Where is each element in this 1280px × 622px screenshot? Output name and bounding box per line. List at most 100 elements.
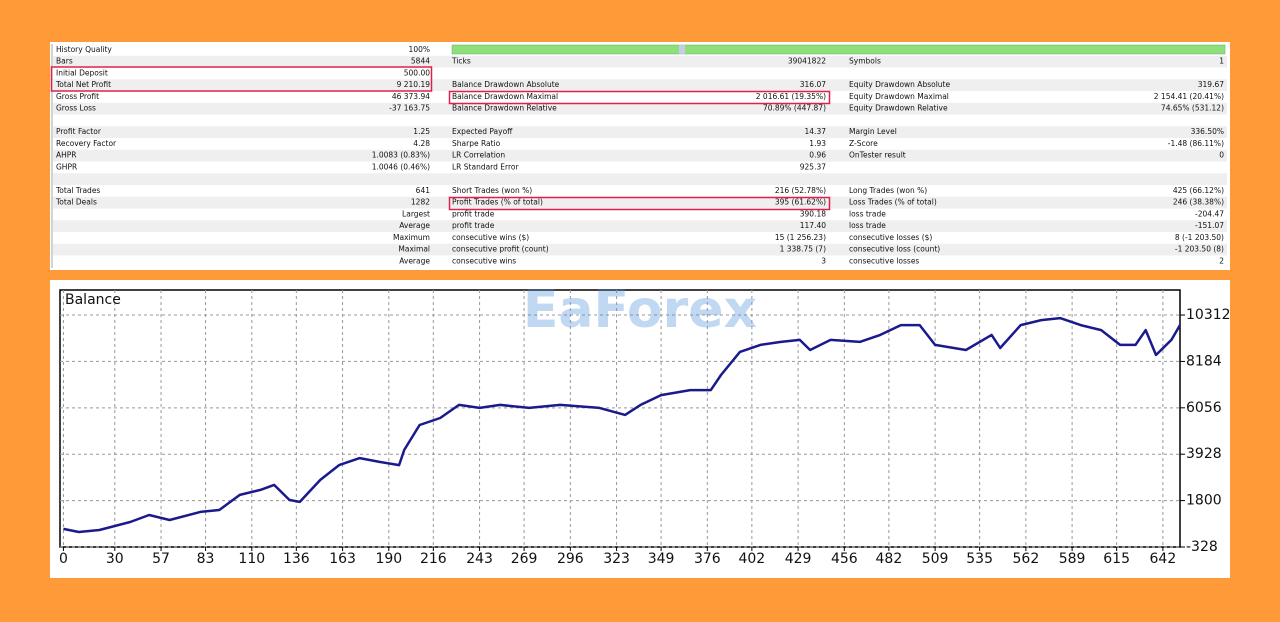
cell-label: consecutive profit (count) <box>452 245 549 254</box>
cell-label: Gross Loss <box>56 104 96 113</box>
x-tick-label: 136 <box>283 551 310 567</box>
cell-value: -1.48 (86.11%) <box>1168 139 1224 148</box>
x-tick-label: 376 <box>694 551 721 567</box>
cell-label: Long Trades (won %) <box>849 186 927 195</box>
y-tick-label: 3928 <box>1186 446 1222 462</box>
x-tick-label: 456 <box>831 551 858 567</box>
x-tick-label: 0 <box>59 551 68 567</box>
cell-value: 9 210.19 <box>397 80 431 89</box>
cell-label: loss trade <box>849 221 886 230</box>
x-tick-label: 615 <box>1103 551 1130 567</box>
cell-label: Loss Trades (% of total) <box>849 198 937 207</box>
cell-value: 0 <box>1219 151 1224 160</box>
cell-value: -204.47 <box>1195 209 1224 218</box>
cell-value: 70.89% (447.87) <box>763 104 826 113</box>
cell-label: Recovery Factor <box>56 139 117 148</box>
cell-value: Average <box>399 221 430 230</box>
cell-value: 1.93 <box>809 139 826 148</box>
report-table: History Quality 100% Bars 5844 Ticks 39041822… <box>53 45 1227 265</box>
cell-label: Profit Trades (% of total) <box>452 198 543 207</box>
quality-marker <box>679 45 685 54</box>
x-tick-label: 509 <box>922 551 949 567</box>
row-shade <box>53 79 1227 91</box>
cell-label: Short Trades (won %) <box>452 186 532 195</box>
cell-label: Total Net Profit <box>55 80 111 89</box>
row-shade <box>53 102 1227 115</box>
cell-value: Largest <box>402 209 430 218</box>
cell-label: AHPR <box>56 151 77 160</box>
cell-value: 1.0083 (0.83%) <box>372 151 430 160</box>
cell-value: 641 <box>416 186 431 195</box>
cell-label: Gross Profit <box>56 92 99 101</box>
x-tick-label: 269 <box>511 551 538 567</box>
cell-label: Initial Deposit <box>56 68 108 77</box>
x-tick-label: 402 <box>738 551 765 567</box>
cell-label: consecutive losses <box>849 256 919 265</box>
cell-value: 100% <box>409 45 430 54</box>
plot-area <box>59 289 1181 548</box>
cell-value: 8 (-1 203.50) <box>1175 233 1224 242</box>
cell-label: profit trade <box>452 209 495 218</box>
cell-label: Balance Drawdown Relative <box>452 104 557 113</box>
cell-value: 246 (38.38%) <box>1173 198 1224 207</box>
x-tick-label: 83 <box>197 551 215 567</box>
cell-value: 15 (1 256.23) <box>775 233 826 242</box>
x-tick-label: 163 <box>329 551 356 567</box>
x-tick-label: 642 <box>1150 551 1177 567</box>
cell-label: loss trade <box>849 209 886 218</box>
cell-value: -151.07 <box>1195 221 1224 230</box>
y-tick-label: 1800 <box>1186 493 1222 509</box>
x-tick-label: 589 <box>1059 551 1086 567</box>
cell-label: Equity Drawdown Absolute <box>849 80 950 89</box>
chart-title: Balance <box>65 292 121 308</box>
cell-label: profit trade <box>452 221 495 230</box>
cell-label: GHPR <box>56 162 77 171</box>
x-tick-label: 243 <box>466 551 493 567</box>
cell-label: Expected Payoff <box>452 127 513 136</box>
cell-label: Sharpe Ratio <box>452 139 501 148</box>
x-tick-label: 190 <box>375 551 402 567</box>
x-tick-label: 562 <box>1013 551 1040 567</box>
x-tick-label: 30 <box>106 551 124 567</box>
x-tick-label: 296 <box>557 551 584 567</box>
highlight-box <box>448 90 831 105</box>
cell-value: Average <box>399 256 430 265</box>
cell-value: 39041822 <box>788 57 826 66</box>
chart: -328 1800 3928 6056 8184 10312 0 30 57 83 110 136 16… <box>59 289 1231 567</box>
watermark: EaForex <box>523 280 757 340</box>
cell-label: Z-Score <box>849 139 878 148</box>
highlight-box <box>448 196 831 211</box>
cell-label: Symbols <box>849 57 881 66</box>
row-shade <box>53 196 1227 209</box>
cell-value: 2 <box>1219 256 1224 265</box>
cell-value: 316.07 <box>800 80 826 89</box>
cell-value: 1 <box>1219 57 1224 66</box>
cell-value: 46 373.94 <box>392 92 430 101</box>
cell-label: consecutive wins <box>452 256 516 265</box>
cell-label: consecutive loss (count) <box>849 245 940 254</box>
cell-value: 336.50% <box>1191 127 1224 136</box>
row-shade <box>53 173 1227 185</box>
x-tick-label: 482 <box>876 551 903 567</box>
quality-bar <box>451 44 1226 55</box>
x-tick-label: 535 <box>966 551 993 567</box>
cell-value: 1.25 <box>413 127 430 136</box>
cell-value: 319.67 <box>1198 80 1224 89</box>
cell-label: LR Standard Error <box>452 162 519 171</box>
highlight-box <box>50 66 433 92</box>
cell-value: 5844 <box>411 57 430 66</box>
cell-value: -1 203.50 (8) <box>1175 245 1224 254</box>
cell-value: 216 (52.78%) <box>775 186 826 195</box>
cell-value: 74.65% (531.12) <box>1161 104 1224 113</box>
cell-value: 3 <box>821 256 826 265</box>
x-tick-label: 429 <box>785 551 812 567</box>
cell-value: 925.37 <box>800 162 826 171</box>
cell-label: Equity Drawdown Relative <box>849 104 948 113</box>
cell-label: Balance Drawdown Absolute <box>452 80 560 89</box>
cell-label: Profit Factor <box>56 127 102 136</box>
cell-value: 1282 <box>411 198 430 207</box>
y-tick-label: 6056 <box>1186 400 1222 416</box>
x-tick-label: 110 <box>238 551 265 567</box>
row-shade <box>53 55 1227 68</box>
cell-value: 14.37 <box>805 127 827 136</box>
